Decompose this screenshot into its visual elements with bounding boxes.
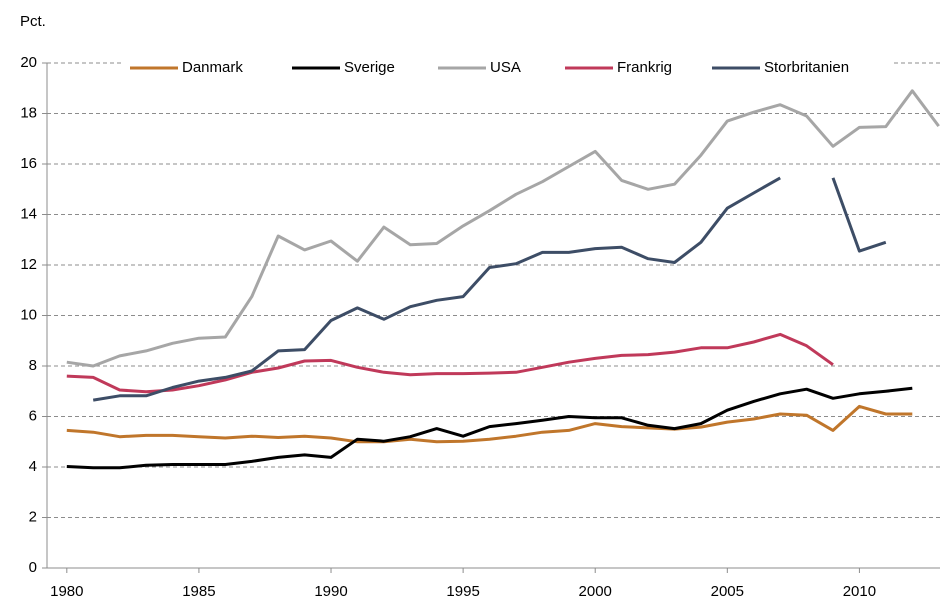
line-series	[66, 386, 913, 470]
y-tick-label: 2	[29, 508, 37, 525]
legend-label: Storbritanien	[764, 59, 849, 76]
y-tick-label: 0	[29, 559, 37, 576]
x-tick-label: 1985	[182, 583, 215, 600]
y-tick-label: 14	[20, 205, 37, 222]
line-series	[66, 89, 940, 368]
x-tick-label: 2000	[579, 583, 612, 600]
y-tick-label: 8	[29, 357, 37, 374]
legend-label: USA	[490, 59, 521, 76]
y-tick-label: 4	[29, 458, 37, 475]
y-axis-label: Pct.	[20, 13, 46, 30]
x-tick-label: 1980	[50, 583, 83, 600]
x-tick-label: 2005	[711, 583, 744, 600]
y-tick-label: 18	[20, 104, 37, 121]
x-tick-label: 2010	[843, 583, 876, 600]
x-tick-label: 1995	[446, 583, 479, 600]
legend-label: Sverige	[344, 59, 395, 76]
line-series	[92, 176, 887, 402]
line-series	[66, 332, 834, 394]
x-tick-label: 1990	[314, 583, 347, 600]
y-tick-label: 10	[20, 306, 37, 323]
y-tick-label: 16	[20, 155, 37, 172]
y-tick-label: 12	[20, 256, 37, 273]
legend-label: Frankrig	[617, 59, 672, 76]
legend-background	[122, 56, 892, 80]
y-tick-label: 6	[29, 407, 37, 424]
legend-label: Danmark	[182, 59, 243, 76]
line-series	[66, 404, 913, 444]
y-tick-label: 20	[20, 54, 37, 71]
